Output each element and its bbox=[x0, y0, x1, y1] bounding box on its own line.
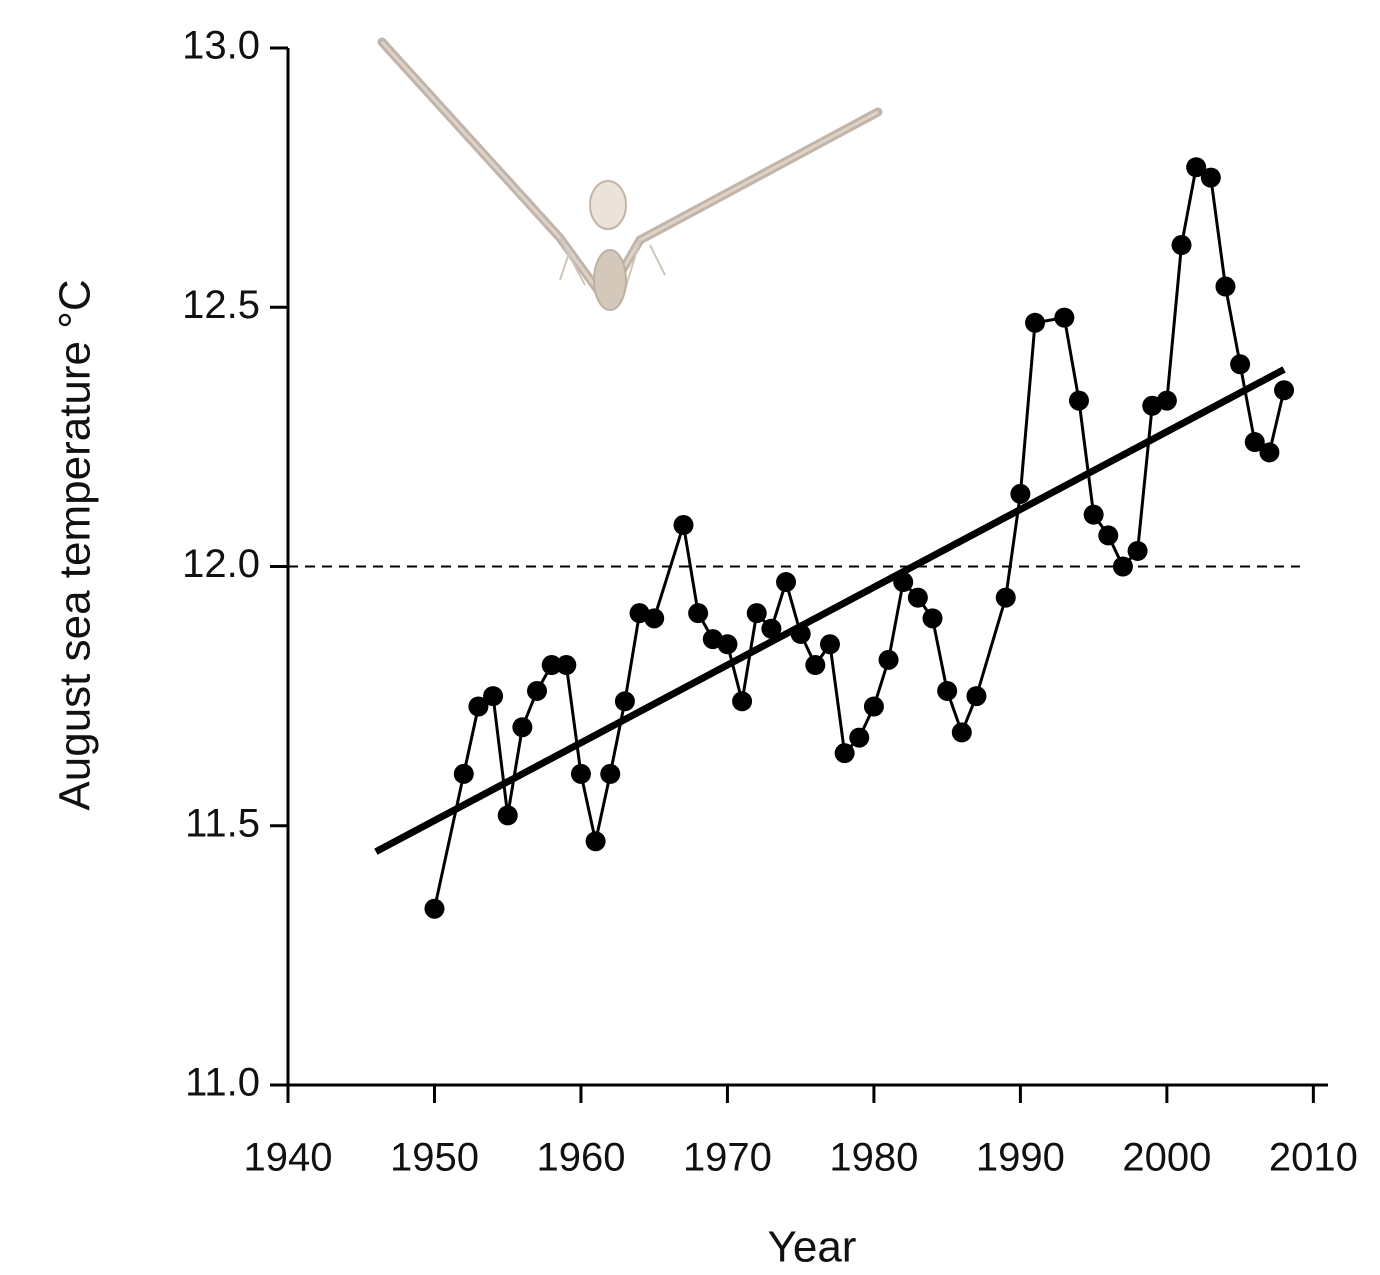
data-point bbox=[1098, 525, 1119, 546]
data-point bbox=[688, 603, 709, 624]
data-point bbox=[527, 680, 548, 701]
data-point bbox=[1200, 167, 1221, 188]
x-tick-label: 1960 bbox=[536, 1136, 625, 1180]
y-axis-label: August sea temperature °C bbox=[51, 279, 100, 810]
data-point bbox=[1127, 540, 1148, 561]
data-point bbox=[995, 587, 1016, 608]
y-tick-label: 11.0 bbox=[185, 1061, 260, 1105]
data-point bbox=[1112, 556, 1133, 577]
x-tick-label: 2010 bbox=[1269, 1136, 1358, 1180]
data-point bbox=[512, 717, 533, 738]
data-point bbox=[1068, 390, 1089, 411]
data-point bbox=[1230, 354, 1251, 375]
x-tick-label: 1990 bbox=[976, 1136, 1065, 1180]
data-point bbox=[483, 686, 504, 707]
data-point bbox=[878, 649, 899, 670]
data-point bbox=[717, 634, 738, 655]
data-point bbox=[570, 763, 591, 784]
y-tick-label: 13.0 bbox=[182, 24, 260, 68]
data-point bbox=[951, 722, 972, 743]
data-point bbox=[1083, 504, 1104, 525]
data-point bbox=[1244, 432, 1265, 453]
data-point bbox=[776, 572, 797, 593]
y-tick-label: 12.5 bbox=[182, 283, 260, 327]
trend-line bbox=[374, 366, 1286, 855]
data-point bbox=[614, 691, 635, 712]
data-point bbox=[424, 898, 445, 919]
data-point bbox=[1010, 483, 1031, 504]
x-tick-label: 1970 bbox=[683, 1136, 772, 1180]
x-tick-label: 1980 bbox=[829, 1136, 918, 1180]
data-point bbox=[1259, 442, 1280, 463]
x-tick-label: 1940 bbox=[244, 1136, 333, 1180]
data-point bbox=[761, 618, 782, 639]
data-point bbox=[937, 680, 958, 701]
data-line bbox=[433, 164, 1286, 910]
data-point bbox=[819, 634, 840, 655]
data-point bbox=[907, 587, 928, 608]
data-point bbox=[453, 763, 474, 784]
data-point bbox=[863, 696, 884, 717]
data-point bbox=[1025, 312, 1046, 333]
data-point bbox=[600, 763, 621, 784]
data-point bbox=[746, 603, 767, 624]
data-point bbox=[922, 608, 943, 629]
data-point bbox=[1186, 157, 1207, 178]
data-point bbox=[556, 655, 577, 676]
data-point bbox=[497, 805, 518, 826]
data-point bbox=[1215, 276, 1236, 297]
data-point bbox=[585, 831, 606, 852]
data-point bbox=[966, 686, 987, 707]
data-point bbox=[849, 727, 870, 748]
data-point bbox=[1156, 390, 1177, 411]
data-point bbox=[834, 743, 855, 764]
data-point bbox=[644, 608, 665, 629]
data-point bbox=[805, 655, 826, 676]
data-point bbox=[1054, 307, 1075, 328]
y-tick-label: 12.0 bbox=[182, 542, 260, 586]
data-point bbox=[1171, 235, 1192, 256]
data-point bbox=[541, 655, 562, 676]
data-point bbox=[673, 515, 694, 536]
y-tick-label: 11.5 bbox=[185, 801, 260, 845]
data-point bbox=[468, 696, 489, 717]
insect-illustration bbox=[377, 37, 883, 311]
x-axis-label: Year bbox=[768, 1223, 857, 1272]
data-point bbox=[732, 691, 753, 712]
data-point bbox=[790, 623, 811, 644]
x-tick-label: 1950 bbox=[390, 1136, 479, 1180]
x-tick-label: 2000 bbox=[1122, 1136, 1211, 1180]
data-point bbox=[1274, 380, 1295, 401]
data-point bbox=[893, 572, 914, 593]
